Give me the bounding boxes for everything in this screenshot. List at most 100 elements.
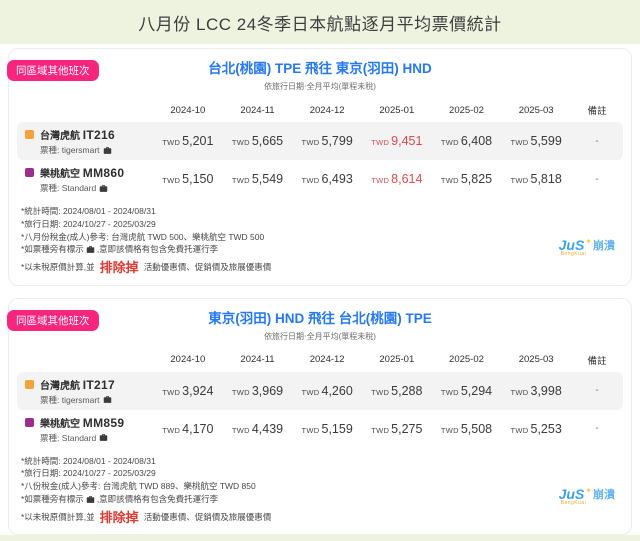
bottom-band <box>0 535 640 541</box>
column-header-row: 2024-10 2024-11 2024-12 2025-01 2025-02 … <box>17 97 623 122</box>
currency-label: TWD <box>301 387 320 397</box>
airline-cell: 樂桃航空 MM860 票種: Standard <box>17 160 153 198</box>
flight-number: IT217 <box>82 377 115 392</box>
currency-label: TWD <box>371 138 390 147</box>
airline-name: 樂桃航空 <box>40 169 80 180</box>
column-header: 2024-11 <box>240 104 275 116</box>
fare-cell: TWD 6,493 <box>292 170 362 188</box>
fare-cell: TWD 5,799 <box>292 132 362 150</box>
currency-label: TWD <box>371 176 390 185</box>
fare-value: 5,799 <box>321 134 353 148</box>
column-header: 2024-12 <box>309 104 345 116</box>
fare-value: 3,924 <box>182 383 214 398</box>
luggage-icon <box>103 146 111 154</box>
fare-cell: TWD 5,818 <box>501 170 571 188</box>
currency-label: TWD <box>510 176 529 185</box>
fare-cell: TWD 5,665 <box>223 132 293 150</box>
currency-label: TWD <box>231 176 250 185</box>
site-logo: JuS ✦ 崩潰 BengKuai <box>559 486 615 506</box>
flight-number: MM860 <box>82 166 125 180</box>
currency-label: TWD <box>162 176 181 185</box>
note-cell: - <box>595 135 599 147</box>
fare-cell: TWD 9,451 <box>362 132 432 150</box>
column-header: 2025-02 <box>449 354 484 365</box>
airline-color-swatch <box>25 379 34 389</box>
footnote-line: *旅行日期: 2024/10/27 - 2025/03/29 <box>21 468 156 479</box>
fare-value: 6,493 <box>321 172 353 186</box>
fare-cell: TWD 5,508 <box>432 420 502 438</box>
column-header: 備註 <box>587 355 607 367</box>
footnote-line: *如票種旁有標示 ,意即該價格有包含免費托運行李 <box>21 244 219 255</box>
fare-cell: TWD 8,614 <box>362 170 432 188</box>
airline-name: 樂桃航空 <box>40 418 80 430</box>
fare-value: 6,408 <box>460 134 493 148</box>
fare-value: 3,998 <box>530 383 562 398</box>
footnote-line: *八月份稅金(成人)參考: 台灣虎航 TWD 500、樂桃航空 TWD 500 <box>21 231 265 242</box>
fare-cell: TWD 3,998 <box>501 382 571 400</box>
fare-value: 9,451 <box>391 134 423 148</box>
fare-cell: TWD 5,288 <box>362 382 432 400</box>
currency-label: TWD <box>440 138 459 147</box>
fare-value: 4,260 <box>321 383 353 398</box>
currency-label: TWD <box>231 138 250 147</box>
footnotes: *統計時間: 2024/08/01 - 2024/08/31 *旅行日期: 20… <box>17 198 623 285</box>
footnotes: *統計時間: 2024/08/01 - 2024/08/31 *旅行日期: 20… <box>17 448 623 535</box>
column-header: 2024-11 <box>240 354 275 365</box>
currency-label: TWD <box>371 425 390 435</box>
fare-value: 5,508 <box>460 421 493 436</box>
table-row: 台灣虎航 IT217 票種: tigersmart TWD 3,924 TWD 3,… <box>17 371 623 410</box>
fare-value: 3,969 <box>251 383 284 398</box>
column-header: 2024-10 <box>170 104 206 116</box>
star-icon: ✦ <box>585 486 592 495</box>
fare-cell: TWD 4,439 <box>223 420 293 438</box>
flight-number: MM859 <box>82 415 125 430</box>
airline-color-swatch <box>25 417 34 427</box>
airline-cell: 樂桃航空 MM859 票種: Standard <box>17 410 153 448</box>
luggage-icon <box>86 495 95 503</box>
star-icon: ✦ <box>585 236 592 246</box>
fare-value: 4,170 <box>182 421 214 436</box>
fare-value: 5,288 <box>391 383 423 398</box>
footnote-line: *如票種旁有標示 ,意即該價格有包含免費托運行李 <box>21 493 219 504</box>
fare-type-label: 票種: Standard <box>40 432 97 443</box>
fare-value: 4,439 <box>251 421 284 436</box>
fare-cell: TWD 5,159 <box>292 420 362 438</box>
same-region-flights-badge[interactable]: 同區域其他班次 <box>7 309 99 331</box>
currency-label: TWD <box>510 425 529 435</box>
fare-table-card-hnd-tpe: 同區域其他班次 東京(羽田) HND 飛往 台北(桃園) TPE 依旅行日期‧全… <box>7 297 632 535</box>
airline-cell: 台灣虎航 IT216 票種: tigersmart <box>17 122 153 160</box>
fare-cell: TWD 3,969 <box>223 382 293 400</box>
column-header: 2025-01 <box>379 104 415 116</box>
footnote-line: *以未稅原價計算,並 排除掉 活動優惠價、促銷價及旅展優惠價 <box>21 508 619 528</box>
airline-cell: 台灣虎航 IT217 票種: tigersmart <box>17 372 153 410</box>
currency-label: TWD <box>440 387 459 397</box>
fare-cell: TWD 5,275 <box>362 420 432 438</box>
currency-label: TWD <box>510 138 529 147</box>
footnote-line: *統計時間: 2024/08/01 - 2024/08/31 <box>21 206 156 216</box>
logo-text-zh: 崩潰 <box>593 489 615 501</box>
fare-value: 5,275 <box>391 421 423 436</box>
currency-label: TWD <box>371 387 390 397</box>
currency-label: TWD <box>162 138 181 147</box>
fare-cell: TWD 3,924 <box>153 382 223 400</box>
fare-cell: TWD 5,201 <box>153 132 223 150</box>
currency-label: TWD <box>231 387 250 397</box>
table-row: 樂桃航空 MM860 票種: Standard TWD 5,150 TWD 5,54… <box>17 160 623 198</box>
logo-subtext: BengKuai <box>560 250 587 257</box>
same-region-flights-badge[interactable]: 同區域其他班次 <box>7 60 99 81</box>
currency-label: TWD <box>440 425 459 435</box>
fare-type-label: 票種: tigersmart <box>40 394 100 405</box>
fare-value: 5,150 <box>182 172 214 186</box>
fare-cell: TWD 5,599 <box>501 132 571 150</box>
luggage-icon <box>86 246 95 253</box>
fare-cell: TWD 5,825 <box>432 170 502 188</box>
fare-cell: TWD 5,253 <box>501 420 571 438</box>
fare-value: 5,599 <box>530 134 562 148</box>
column-header: 2025-03 <box>518 104 554 116</box>
airline-name: 台灣虎航 <box>40 380 80 392</box>
airline-color-swatch <box>25 168 34 177</box>
column-header-spacer <box>17 354 153 365</box>
currency-label: TWD <box>301 176 320 185</box>
fare-cell: TWD 4,170 <box>153 420 223 438</box>
fare-cell: TWD 5,294 <box>432 382 502 400</box>
